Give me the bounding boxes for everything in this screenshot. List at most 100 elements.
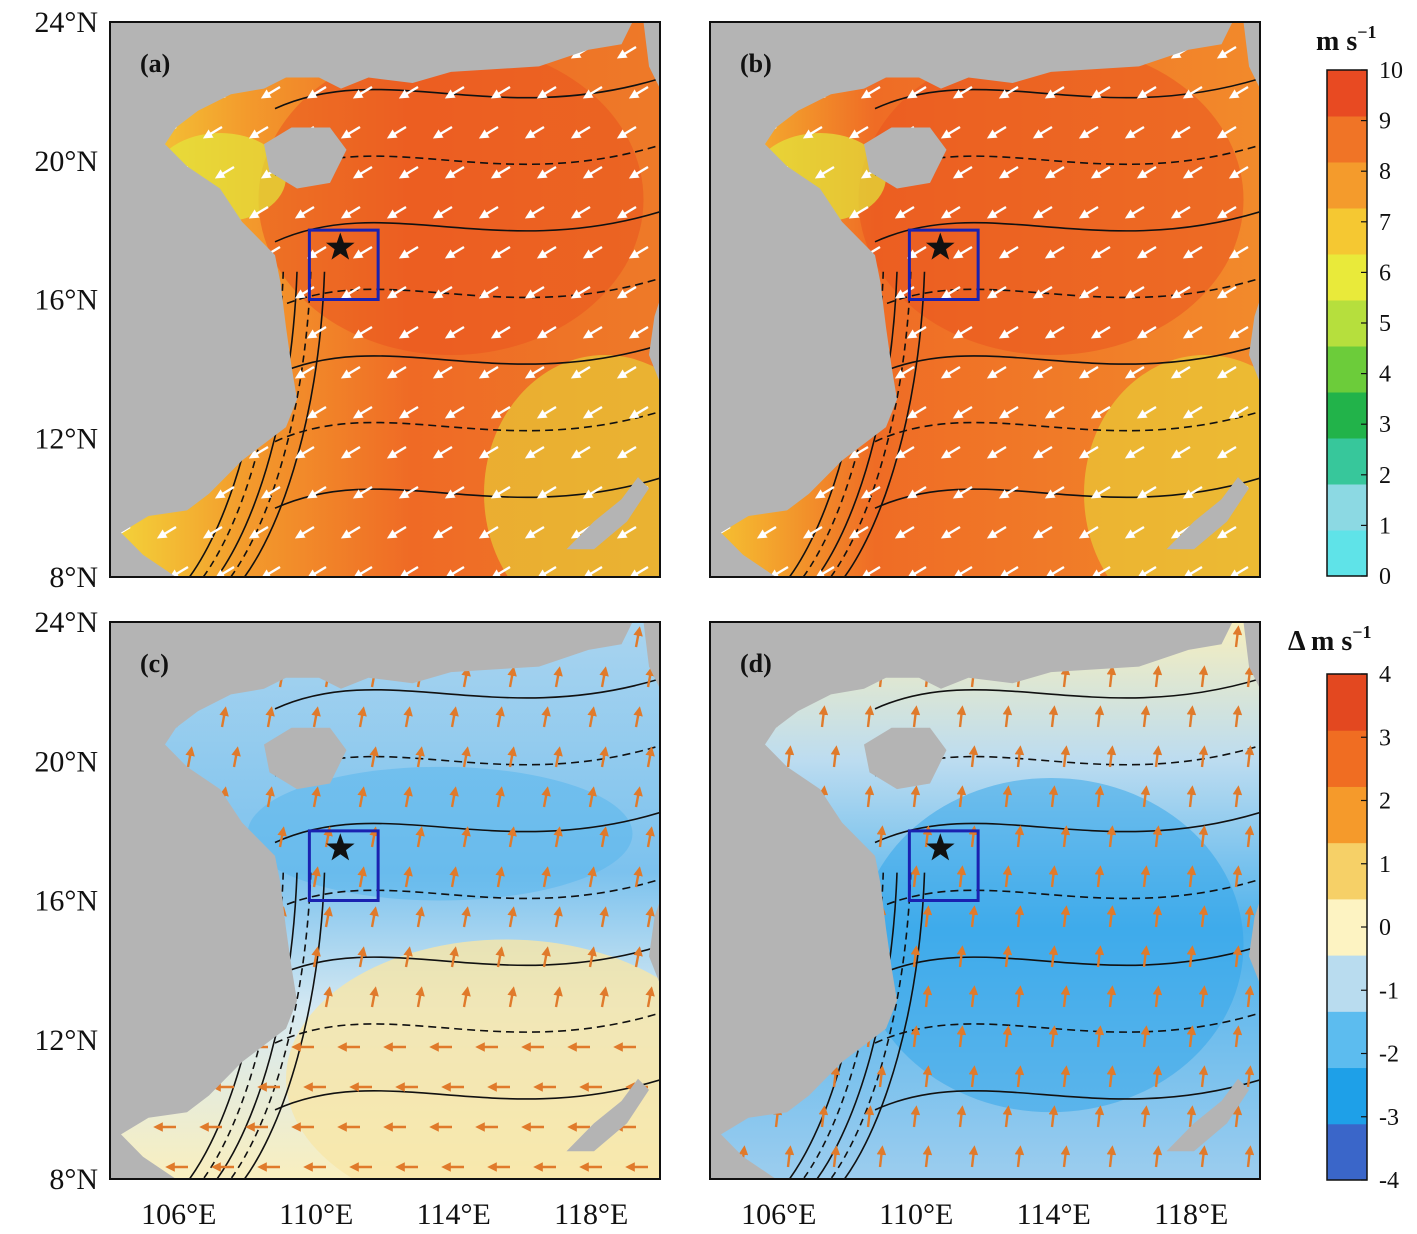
positive-anomaly	[286, 939, 660, 1179]
taiwan-land	[643, 622, 660, 689]
colorbar-speed-tick-label: 1	[1379, 513, 1391, 539]
colorbar-speed-swatch	[1327, 300, 1367, 347]
colorbar-speed-swatch	[1327, 208, 1367, 255]
colorbar-diff-swatch	[1327, 1067, 1367, 1125]
latitude-ticks-bottom-row: 24°N 20°N 16°N 12°N 8°N	[34, 606, 98, 1196]
colorbar-diff-tick-label: 1	[1379, 852, 1391, 878]
colorbar-speed-swatch	[1327, 346, 1367, 393]
lat-tick-label: 20°N	[34, 145, 98, 178]
palawan-island	[566, 1078, 649, 1152]
colorbar-diff-swatch	[1327, 730, 1367, 787]
panel-frame	[709, 621, 1261, 1180]
panel-frame	[709, 21, 1261, 578]
colorbar-diff-tick-label: 4	[1379, 662, 1391, 688]
weak-wind-zone	[1084, 355, 1260, 577]
mainland-land	[710, 22, 1233, 577]
map-panels: (a) (b) (c) (d)	[109, 21, 1261, 1180]
colorbar-speed-swatch	[1327, 70, 1367, 117]
colorbar-speed-unit: m s−1	[1316, 22, 1377, 57]
land	[110, 22, 660, 577]
weak-wind-zone	[484, 355, 660, 577]
lat-tick-label: 24°N	[34, 6, 98, 39]
colorbar-speed-swatch	[1327, 530, 1367, 577]
lat-tick-label: 12°N	[34, 1024, 98, 1057]
colorbar-speed-swatch	[1327, 162, 1367, 209]
lat-tick-label: 16°N	[34, 885, 98, 918]
colorbar-diff-tick-label: 3	[1379, 725, 1391, 751]
colorbar-speed-tick-label: 2	[1379, 463, 1391, 489]
taiwan-land	[643, 22, 660, 89]
wind-max-zone	[258, 44, 644, 355]
panel-label: (c)	[140, 649, 169, 678]
mainland-land	[110, 622, 633, 1179]
colorbar-diff-swatch	[1327, 955, 1367, 1012]
colorbar-diff-tick-label: 2	[1379, 789, 1391, 815]
palawan-island	[1166, 1078, 1249, 1152]
lon-tick-label: 114°E	[417, 1198, 491, 1231]
colorbar-diff-tick-label: -1	[1379, 978, 1399, 1004]
hainan-island	[864, 127, 947, 189]
negative-anomaly	[247, 766, 633, 901]
panel-d: (d)	[709, 621, 1261, 1180]
colorbar-speed-swatch	[1327, 116, 1367, 163]
colorbar-diff: Δ m s−1 4 3 2 1 0 -1 -2 -3 -4	[1288, 622, 1399, 1194]
contours	[788, 678, 1260, 1179]
study-area-box	[307, 228, 380, 301]
latitude-ticks-top-row: 24°N 20°N 16°N 12°N 8°N	[34, 6, 98, 594]
lon-tick-label: 118°E	[554, 1198, 628, 1231]
taiwan-land	[1243, 22, 1260, 89]
mainland-land	[710, 622, 1233, 1179]
hainan-island	[264, 727, 347, 790]
study-area-box	[907, 829, 980, 902]
hainan-island	[264, 127, 347, 189]
palawan-island	[566, 477, 649, 550]
panel-c: (c)	[109, 621, 661, 1180]
colorbar-diff-swatch	[1327, 674, 1367, 731]
colorbar-diff-tick-label: -3	[1379, 1105, 1399, 1131]
panel-a: (a)	[109, 21, 661, 578]
philippines-land	[1249, 900, 1260, 984]
land	[710, 622, 1260, 1179]
lon-tick-label: 106°E	[741, 1198, 816, 1231]
panel-b: (b)	[709, 21, 1261, 578]
lat-tick-label: 24°N	[34, 606, 98, 639]
colorbar-diff-swatch	[1327, 898, 1367, 956]
study-area-box	[307, 829, 380, 902]
wind-max-zone	[858, 44, 1244, 355]
station-star-icon	[926, 232, 955, 260]
lon-tick-label: 106°E	[141, 1198, 216, 1231]
colorbar-speed-swatch	[1327, 392, 1367, 439]
colorbar-speed-swatch	[1327, 438, 1367, 485]
panel-frame	[109, 621, 661, 1180]
taiwan-land	[1243, 622, 1260, 689]
lat-tick-label: 16°N	[34, 284, 98, 317]
colorbar-speed-tick-label: 9	[1379, 109, 1391, 135]
colorbar-diff-tick-label: 0	[1379, 915, 1391, 941]
colorbar-diff-swatch	[1327, 842, 1367, 900]
colorbar-speed-tick-label: 4	[1379, 362, 1391, 388]
lon-tick-label: 114°E	[1017, 1198, 1091, 1231]
lon-tick-label: 110°E	[879, 1198, 953, 1231]
colorbar-speed-tick-label: 3	[1379, 412, 1391, 438]
lon-tick-label: 110°E	[279, 1198, 353, 1231]
colorbar-speed-tick-label: 7	[1379, 210, 1391, 236]
land	[710, 22, 1260, 577]
station-star-icon	[326, 833, 355, 861]
colorbar-speed-tick-label: 0	[1379, 564, 1391, 590]
colorbar-speed-tick-label: 5	[1379, 311, 1391, 337]
lat-tick-label: 20°N	[34, 745, 98, 778]
colorbar-diff-unit: Δ m s−1	[1288, 622, 1372, 657]
land	[110, 622, 660, 1179]
hainan-island	[864, 727, 947, 790]
colorbar-diff-swatch	[1327, 786, 1367, 844]
colorbar-diff-swatch	[1327, 1011, 1367, 1069]
palawan-island	[1166, 477, 1249, 550]
lat-tick-label: 12°N	[34, 422, 98, 455]
lat-tick-label: 8°N	[49, 561, 98, 594]
colorbar-speed-swatch	[1327, 254, 1367, 301]
colorbar-speed-tick-label: 8	[1379, 159, 1391, 185]
panel-label: (b)	[740, 49, 772, 78]
lat-tick-label: 8°N	[49, 1163, 98, 1196]
colorbar-speed-tick-label: 6	[1379, 260, 1391, 286]
